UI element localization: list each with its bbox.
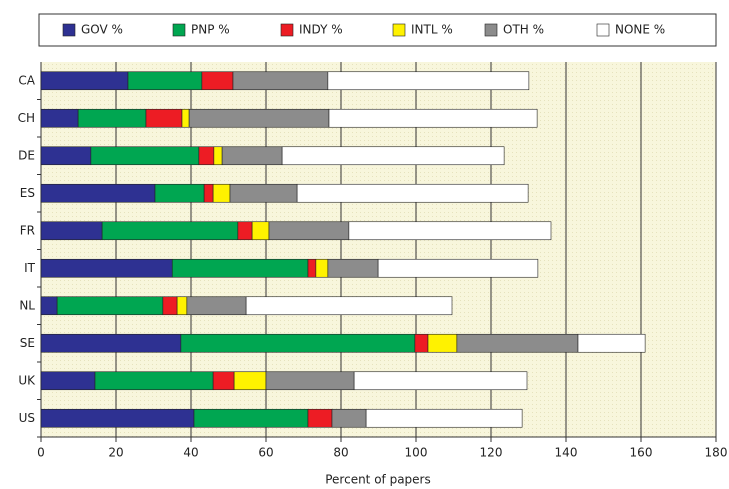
bar-segment bbox=[307, 408, 333, 428]
bar-segment bbox=[307, 258, 317, 278]
x-tick-label: 60 bbox=[258, 446, 273, 460]
bar-segment bbox=[40, 108, 79, 128]
legend-swatch bbox=[62, 23, 76, 37]
x-tick-label: 100 bbox=[405, 446, 428, 460]
bar-segment bbox=[40, 408, 195, 428]
legend-label: OTH % bbox=[503, 23, 544, 37]
bar-segment bbox=[154, 183, 205, 203]
y-tick-label: CH bbox=[18, 111, 35, 125]
legend-label: INTL % bbox=[411, 23, 453, 37]
bar-segment bbox=[327, 71, 530, 91]
bar-segment bbox=[229, 183, 298, 203]
bar-segment bbox=[251, 221, 270, 241]
legend-label: INDY % bbox=[299, 23, 343, 37]
bar-segment bbox=[221, 146, 283, 166]
bar-segment bbox=[40, 333, 182, 353]
bar-segment bbox=[331, 408, 367, 428]
bar-segment bbox=[328, 108, 538, 128]
bar-segment bbox=[237, 221, 253, 241]
legend-label: GOV % bbox=[81, 23, 123, 37]
bar-segment bbox=[245, 296, 453, 316]
bar-segment bbox=[315, 258, 329, 278]
bar-segment bbox=[348, 221, 552, 241]
legend-swatch bbox=[484, 23, 498, 37]
bar-segment bbox=[40, 146, 92, 166]
bar-segment bbox=[176, 296, 188, 316]
bar-segment bbox=[212, 183, 231, 203]
x-tick-label: 140 bbox=[555, 446, 578, 460]
y-tick-label: IT bbox=[24, 261, 36, 275]
bar-segment bbox=[213, 146, 223, 166]
bar-segment bbox=[94, 371, 214, 391]
x-tick-label: 20 bbox=[108, 446, 123, 460]
bar-segment bbox=[145, 108, 183, 128]
bar-segment bbox=[101, 221, 239, 241]
x-tick-label: 180 bbox=[705, 446, 728, 460]
bar-segment bbox=[127, 71, 203, 91]
bar-segment bbox=[201, 71, 234, 91]
bar-segment bbox=[40, 71, 129, 91]
x-tick-label: 160 bbox=[630, 446, 653, 460]
bar-segment bbox=[40, 296, 58, 316]
y-tick-label: NL bbox=[19, 298, 35, 312]
bar-segment bbox=[162, 296, 178, 316]
x-tick-label: 40 bbox=[183, 446, 198, 460]
legend-swatch bbox=[280, 23, 294, 37]
x-tick-label: 120 bbox=[480, 446, 503, 460]
bar-segment bbox=[203, 183, 214, 203]
bar-segment bbox=[180, 333, 416, 353]
y-tick-label: FR bbox=[20, 223, 35, 237]
bar-segment bbox=[77, 108, 147, 128]
y-tick-label: SE bbox=[20, 336, 35, 350]
x-axis-label: Percent of papers bbox=[325, 473, 431, 487]
legend-label: NONE % bbox=[615, 23, 665, 37]
bar-segment bbox=[90, 146, 200, 166]
bar-segment bbox=[268, 221, 350, 241]
bar-segment bbox=[40, 221, 103, 241]
bar-segment bbox=[186, 296, 247, 316]
bar-segment bbox=[171, 258, 309, 278]
bar-segment bbox=[353, 371, 528, 391]
legend-label: PNP % bbox=[191, 23, 230, 37]
bar-segment bbox=[40, 371, 96, 391]
y-tick-label: ES bbox=[20, 186, 35, 200]
y-tick-label: US bbox=[19, 411, 35, 425]
bar-segment bbox=[577, 333, 646, 353]
bar-segment bbox=[265, 371, 355, 391]
bar-segment bbox=[193, 408, 309, 428]
bar-segment bbox=[188, 108, 330, 128]
bar-segment bbox=[212, 371, 235, 391]
bar-segment bbox=[296, 183, 529, 203]
legend-swatch bbox=[596, 23, 610, 37]
x-tick-label: 80 bbox=[333, 446, 348, 460]
bar-segment bbox=[232, 71, 329, 91]
bar-segment bbox=[181, 108, 190, 128]
bar-segment bbox=[56, 296, 164, 316]
bar-segment bbox=[327, 258, 379, 278]
x-tick-label: 0 bbox=[37, 446, 45, 460]
bar-segment bbox=[377, 258, 539, 278]
bar-segment bbox=[198, 146, 215, 166]
bar-segment bbox=[40, 183, 156, 203]
bar-segment bbox=[456, 333, 579, 353]
y-tick-label: UK bbox=[18, 373, 36, 387]
y-tick-label: DE bbox=[18, 148, 35, 162]
y-tick-label: CA bbox=[18, 73, 35, 87]
bar-segment bbox=[40, 258, 173, 278]
bar-segment bbox=[365, 408, 523, 428]
legend-swatch bbox=[172, 23, 186, 37]
legend-swatch bbox=[392, 23, 406, 37]
bar-segment bbox=[281, 146, 505, 166]
bar-segment bbox=[233, 371, 267, 391]
bar-segment bbox=[427, 333, 458, 353]
bar-segment bbox=[414, 333, 429, 353]
